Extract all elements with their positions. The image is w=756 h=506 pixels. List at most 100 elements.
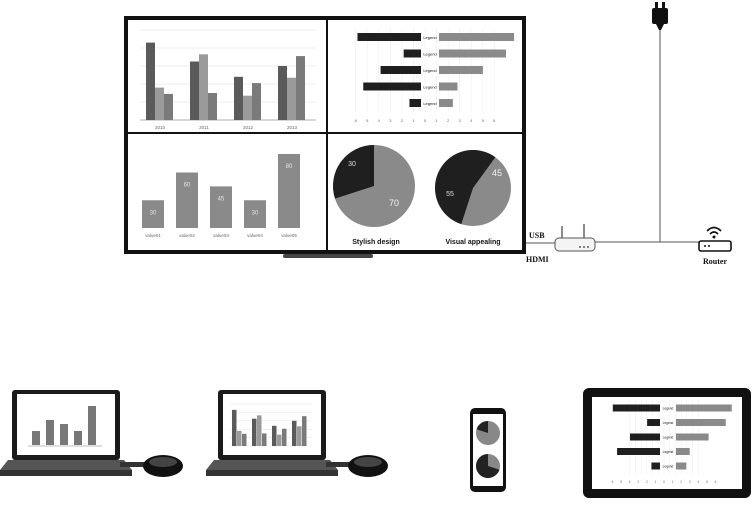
hbar-left (629, 433, 660, 441)
axis-tick: 6 (612, 480, 614, 484)
hbar-label: Legend (663, 421, 674, 425)
hbar-right (439, 66, 483, 74)
axis-tick: 2 (680, 480, 682, 484)
bar (282, 428, 287, 446)
laptop1-bar (74, 431, 82, 445)
axis-tick: 4 (629, 480, 631, 484)
hbar-left (380, 66, 421, 74)
value-bar (176, 172, 198, 228)
hbar-label: Legend (423, 68, 436, 73)
bar (146, 42, 155, 120)
year-label: 2011 (199, 125, 209, 130)
axis-tick: 1 (435, 118, 438, 123)
pie-dark-value: 55 (446, 191, 454, 198)
hbar-left (363, 82, 421, 91)
hbar-right (439, 33, 515, 41)
hbar-label: Legend (423, 85, 436, 90)
bar (302, 416, 307, 446)
bar (272, 425, 277, 446)
laptop-1 (0, 390, 183, 477)
pie-light-value: 70 (389, 198, 399, 208)
axis-tick: 1 (672, 480, 674, 484)
value-bar-chart: 30 value01 60 value02 45 value03 30 value04 80 va… (142, 154, 300, 238)
bar (155, 87, 164, 120)
router-label: Router (703, 257, 727, 266)
axis-tick: 1 (412, 118, 415, 123)
axis-tick: 4 (470, 118, 473, 123)
category-label: value04 (247, 233, 263, 238)
axis-tick: 5 (706, 480, 708, 484)
category-label: value01 (145, 233, 161, 238)
axis-tick: 2 (401, 118, 404, 123)
dongle-cable (120, 462, 146, 467)
hbar-right (676, 462, 687, 470)
bar (278, 66, 287, 120)
hbar-label: Legend (663, 450, 674, 454)
laptop-2 (206, 390, 388, 477)
bar (190, 61, 199, 120)
value-label: 80 (286, 164, 293, 170)
hbar-label: Legend (663, 465, 674, 469)
hbar-right (439, 49, 506, 58)
bar (287, 77, 296, 120)
hbar-right (676, 433, 709, 441)
pie1-caption: Stylish design (352, 239, 399, 246)
axis-tick: 3 (389, 118, 392, 123)
axis-tick: 6 (355, 118, 358, 123)
laptop1-bar (46, 420, 54, 445)
axis-tick: 1 (655, 480, 657, 484)
year-label: 2013 (287, 125, 298, 130)
grouped-bar-chart: 2010 2011 2012 2013 (140, 29, 316, 130)
value-label: 45 (218, 196, 225, 202)
bar (297, 426, 302, 446)
tablet-screen (592, 397, 742, 489)
laptop2-base-edge (206, 470, 338, 476)
bar (292, 420, 297, 446)
bar (262, 433, 267, 446)
axis-tick: 3 (689, 480, 691, 484)
bar (252, 418, 257, 446)
category-label: value03 (213, 233, 229, 238)
hbar-left (651, 462, 660, 470)
bar (234, 76, 243, 120)
value-label: 30 (150, 210, 157, 216)
bar (164, 93, 173, 120)
pie-dark-slice (333, 145, 374, 199)
value-bar (244, 200, 266, 228)
dongle-cable (326, 462, 352, 467)
bar (199, 54, 208, 120)
value-bar (278, 154, 300, 228)
axis-tick: 3 (637, 480, 639, 484)
pie-charts: Stylish design Visual appealing 30 70 55 45 (333, 145, 511, 246)
bar (277, 434, 282, 446)
hbar-label: Legend (663, 436, 674, 440)
hbar-label: Legend (423, 35, 436, 40)
year-label: 2010 (155, 125, 166, 130)
router-wifi-icon (698, 226, 732, 252)
hdmi-label: HDMI (526, 255, 549, 264)
hbar-right (439, 82, 458, 91)
pie-dark-value: 30 (348, 161, 356, 168)
pie-dark-slice (435, 150, 496, 225)
pie-light-value: 45 (492, 168, 502, 178)
axis-tick: 5 (482, 118, 485, 123)
axis-tick: 0 (424, 118, 427, 123)
axis-tick: 6 (493, 118, 496, 123)
hbar-left (617, 448, 660, 455)
laptop2-grouped-bars (230, 403, 312, 447)
tv-stand (283, 254, 373, 258)
hbar-label: Legend (423, 101, 436, 106)
axis-tick: 4 (697, 480, 699, 484)
phone (470, 408, 506, 492)
hbar-right (676, 448, 690, 455)
pie2-caption: Visual appealing (445, 239, 500, 246)
axis-tick: 5 (366, 118, 369, 123)
bar (242, 433, 247, 446)
hbar-left (647, 419, 660, 426)
bar (296, 56, 305, 120)
diverging-bar-chart: 6 5 4 3 2 1 0 1 2 3 4 5 6 Legend Legend Legend Legend Leg… (355, 28, 515, 123)
category-label: value02 (179, 233, 195, 238)
value-label: 30 (252, 210, 259, 216)
hbar-right (439, 99, 453, 107)
